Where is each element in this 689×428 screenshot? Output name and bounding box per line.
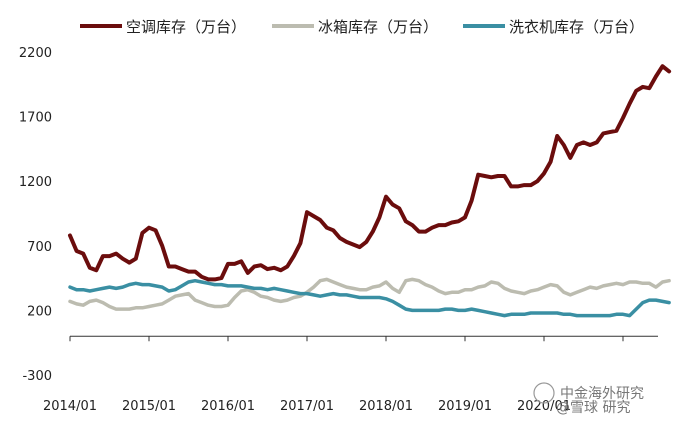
series-line-3 xyxy=(68,278,671,318)
legend: 空调库存（万台） 冰箱库存（万台） 洗衣机库存（万台） xyxy=(80,18,644,36)
legend-label-1: 空调库存（万台） xyxy=(126,18,246,36)
watermark: 中金海外研究 @雪球 研究 xyxy=(533,382,644,416)
legend-label-3: 洗衣机库存（万台） xyxy=(509,18,644,36)
watermark-subtext: @雪球 研究 xyxy=(556,400,630,416)
x-axis: 2014/01 2015/01 2016/01 2017/01 2018/01 2019/… xyxy=(43,335,658,414)
x-tick-label: 2017/01 xyxy=(280,399,334,414)
watermark-text: 中金海外研究 xyxy=(560,386,644,402)
y-axis: -300 200 700 1200 1700 2200 xyxy=(19,46,52,384)
x-tick-label: 2020/01 xyxy=(517,399,571,414)
watermark-logo-icon xyxy=(533,382,555,404)
y-tick-label: 200 xyxy=(27,304,52,319)
x-tick-label: 2015/01 xyxy=(122,399,176,414)
y-tick-label: 1200 xyxy=(19,175,52,190)
y-tick-label: -300 xyxy=(22,369,52,384)
series-line-2 xyxy=(68,277,671,311)
legend-label-2: 冰箱库存（万台） xyxy=(318,18,438,36)
x-tick-label: 2018/01 xyxy=(359,399,413,414)
x-tick-label: 2019/01 xyxy=(438,399,492,414)
y-tick-label: 700 xyxy=(27,240,52,255)
x-tick-label: 2014/01 xyxy=(43,399,97,414)
plot-area xyxy=(68,64,672,318)
series-line-1 xyxy=(68,64,672,282)
y-tick-label: 2200 xyxy=(19,46,52,61)
x-tick-label: 2016/01 xyxy=(201,399,255,414)
y-tick-label: 1700 xyxy=(19,111,52,126)
